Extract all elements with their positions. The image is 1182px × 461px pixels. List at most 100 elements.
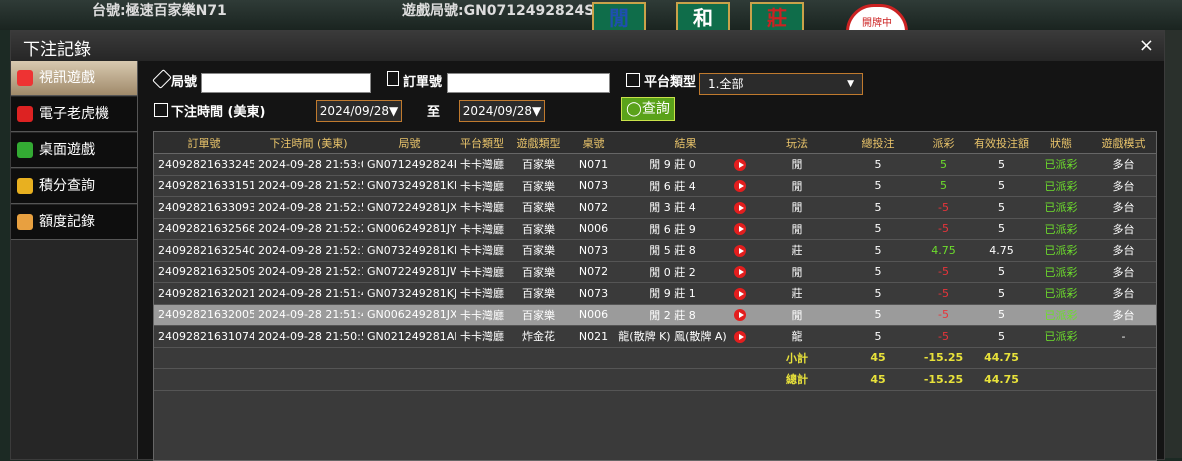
replay-icon[interactable] — [734, 266, 746, 279]
cell: 5 — [972, 325, 1031, 348]
close-button[interactable]: × — [1138, 35, 1154, 56]
cell: 多台 — [1091, 282, 1156, 305]
cell: 5 — [915, 175, 972, 197]
cell: 閒 2 莊 8 — [618, 304, 727, 326]
summary-payout: -15.25 — [915, 347, 972, 369]
cell: 已派彩 — [1031, 218, 1091, 240]
summary-row: 小計 45 -15.25 44.75 — [154, 347, 1156, 369]
replay-icon[interactable] — [734, 180, 746, 193]
cell: 百家樂 — [508, 196, 569, 219]
cell: 240928216320211 — [154, 282, 254, 305]
menu-item[interactable]: 桌面遊戲 — [11, 133, 137, 168]
cell: 240928216330933 — [154, 196, 254, 219]
replay-icon[interactable] — [734, 309, 746, 322]
cell: 莊 — [753, 239, 841, 262]
cell: -5 — [915, 304, 972, 326]
column-header: 總投注 — [841, 132, 915, 154]
cell: 5 — [972, 196, 1031, 219]
menu-item[interactable]: 積分查詢 — [11, 169, 137, 204]
bet-spot: 閒 — [592, 2, 646, 32]
header-row: 訂單號 下注時間 (美東) 局號 平台類型 遊戲類型 桌號 結果 玩法 總投注 派彩 有效投注額 狀態… — [154, 132, 1156, 154]
replay-icon[interactable] — [734, 201, 746, 214]
cell: 5 — [972, 261, 1031, 283]
date-to[interactable]: 2024/09/28▼ — [459, 100, 545, 122]
cell: 閒 — [753, 261, 841, 283]
cell: 卡卡灣廳 — [456, 196, 508, 219]
menu-item[interactable]: 額度記錄 — [11, 205, 137, 240]
column-header: 局號 — [363, 132, 456, 154]
cell: 多台 — [1091, 175, 1156, 197]
cell: 多台 — [1091, 153, 1156, 176]
cell: 5 — [972, 175, 1031, 197]
cell: 百家樂 — [508, 153, 569, 176]
cell: -5 — [915, 325, 972, 348]
column-header: 狀態 — [1031, 132, 1091, 154]
cell: 閒 — [753, 196, 841, 219]
summary-valid: 44.75 — [972, 368, 1031, 391]
table-label: 台號:極速百家樂N71 — [92, 3, 227, 19]
menu-label: 額度記錄 — [39, 214, 95, 230]
platform-select[interactable]: 1.全部 ▼ — [699, 73, 863, 95]
column-header: 結果 — [618, 132, 753, 154]
replay-icon[interactable] — [734, 223, 746, 236]
replay-cell — [727, 175, 753, 197]
bet-spot: 莊 — [750, 2, 804, 32]
round-input[interactable] — [201, 73, 371, 93]
replay-icon[interactable] — [734, 287, 746, 300]
game-background: 台號:極速百家樂N71 遊戲局號:GN0712492824S 閒 和 莊 開牌中 — [0, 0, 1182, 36]
menu-label: 視訊遊戲 — [39, 70, 95, 86]
date-from[interactable]: 2024/09/28▼ — [316, 100, 402, 122]
cell: 卡卡灣廳 — [456, 218, 508, 240]
cell: 百家樂 — [508, 239, 569, 262]
cell: 已派彩 — [1031, 175, 1091, 197]
replay-icon[interactable] — [734, 158, 746, 171]
cell: 5 — [841, 282, 915, 305]
cell: 5 — [841, 218, 915, 240]
cell: 已派彩 — [1031, 239, 1091, 262]
cell: 閒 0 莊 2 — [618, 261, 727, 283]
cell: GN006249281JX — [363, 304, 456, 326]
cell: 2024-09-28 21:51:43 — [254, 304, 363, 326]
menu-label: 電子老虎機 — [39, 106, 109, 122]
cell: GN073249281KJ — [363, 282, 456, 305]
calendar-icon — [154, 103, 168, 117]
dialog-title: 下注記錄 — [23, 40, 91, 60]
cell: 閒 3 莊 4 — [618, 196, 727, 219]
column-header: 派彩 — [915, 132, 972, 154]
list-icon — [626, 73, 640, 87]
replay-icon[interactable] — [734, 330, 746, 343]
search-button[interactable]: ◯查詢 — [621, 97, 675, 121]
cell: -5 — [915, 282, 972, 305]
cell: GN072249281JW — [363, 261, 456, 283]
cell: 240928216320054 — [154, 304, 254, 326]
cell: 4.75 — [915, 239, 972, 262]
replay-icon[interactable] — [734, 244, 746, 257]
cell: 4.75 — [972, 239, 1031, 262]
cell: 240928216332454 — [154, 153, 254, 176]
cell: 多台 — [1091, 239, 1156, 262]
cell: 已派彩 — [1031, 153, 1091, 176]
cell: N072 — [569, 261, 618, 283]
menu-item[interactable]: 電子老虎機 — [11, 97, 137, 132]
menu-icon — [17, 178, 33, 194]
summary-label: 總計 — [753, 368, 841, 391]
cell: 閒 — [753, 218, 841, 240]
menu-icon — [17, 70, 33, 86]
cell: 5 — [841, 239, 915, 262]
cell: 龍 — [753, 325, 841, 348]
cell: 已派彩 — [1031, 196, 1091, 219]
menu-item[interactable]: 視訊遊戲 — [11, 61, 137, 96]
cell: N073 — [569, 282, 618, 305]
column-header: 訂單號 — [154, 132, 254, 154]
order-input[interactable] — [447, 73, 610, 93]
